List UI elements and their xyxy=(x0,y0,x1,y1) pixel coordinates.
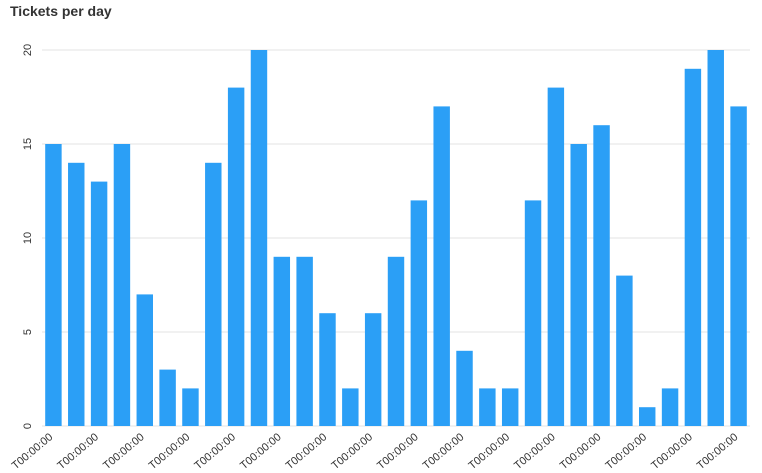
bar xyxy=(730,106,747,427)
y-tick-label: 0 xyxy=(22,423,34,429)
x-tick-label: T00:00:00 xyxy=(558,431,604,472)
bar xyxy=(707,50,724,426)
bar xyxy=(570,144,587,426)
bar xyxy=(227,87,245,426)
bar xyxy=(661,388,679,426)
bar xyxy=(387,256,405,426)
x-tick-label: T00:00:00 xyxy=(466,431,512,472)
x-tick-label: T00:00:00 xyxy=(649,431,695,472)
bar xyxy=(342,388,359,426)
bar xyxy=(182,388,199,426)
bar xyxy=(364,313,382,426)
x-tick-label: T00:00:00 xyxy=(101,431,147,472)
bar xyxy=(90,181,108,426)
y-tick-label: 10 xyxy=(22,232,34,244)
bar xyxy=(639,407,656,426)
x-tick-label: T00:00:00 xyxy=(238,431,284,472)
bar xyxy=(296,256,313,426)
bar xyxy=(250,50,268,426)
x-tick-label: T00:00:00 xyxy=(147,431,193,472)
x-tick-label: T00:00:00 xyxy=(695,431,741,472)
x-tick-label: T00:00:00 xyxy=(329,431,375,472)
bar xyxy=(616,275,633,426)
bar xyxy=(136,294,153,426)
y-tick-label: 5 xyxy=(22,329,34,335)
y-tick-label: 20 xyxy=(22,44,34,56)
bar xyxy=(593,125,610,426)
bar xyxy=(684,68,702,427)
bar xyxy=(159,369,176,426)
bar xyxy=(456,350,473,426)
bar xyxy=(273,256,291,426)
bar xyxy=(113,144,131,426)
x-tick-label: T00:00:00 xyxy=(512,431,558,472)
bar xyxy=(524,200,542,426)
x-tick-label: T00:00:00 xyxy=(10,431,56,472)
bar xyxy=(433,106,450,427)
x-tick-label: T00:00:00 xyxy=(375,431,421,472)
bar xyxy=(479,388,496,426)
x-tick-label: T00:00:00 xyxy=(192,431,238,472)
bar xyxy=(45,144,62,426)
bar xyxy=(68,162,85,427)
bar xyxy=(205,162,222,427)
bar xyxy=(410,200,428,426)
x-tick-label: T00:00:00 xyxy=(603,431,649,472)
chart-title: Tickets per day xyxy=(10,3,112,19)
bar xyxy=(501,388,519,426)
y-tick-label: 15 xyxy=(22,138,34,150)
x-tick-label: T00:00:00 xyxy=(284,431,330,472)
x-tick-label: T00:00:00 xyxy=(55,431,101,472)
x-tick-label: T00:00:00 xyxy=(421,431,467,472)
bar xyxy=(319,313,336,426)
bar xyxy=(547,87,565,426)
